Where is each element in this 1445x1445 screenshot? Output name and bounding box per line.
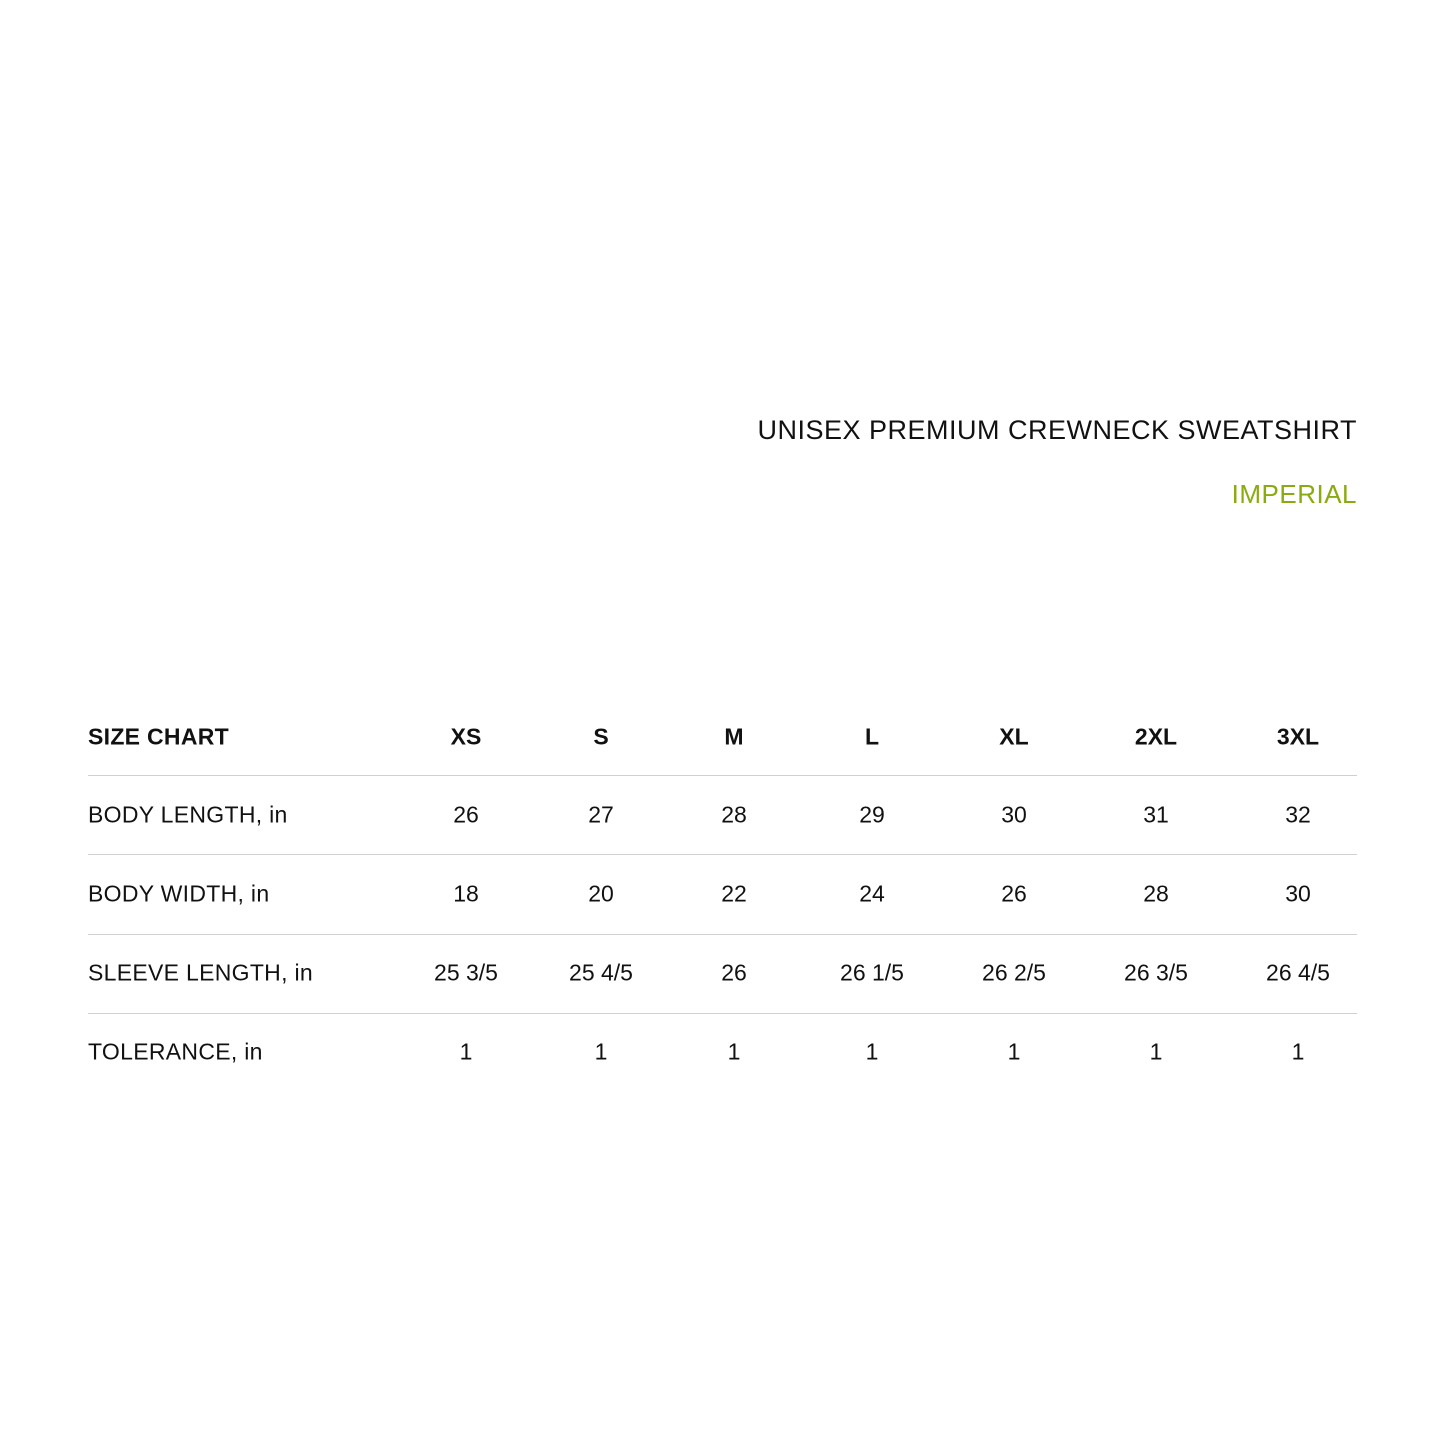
size-header: XS: [450, 723, 482, 750]
table-cell: 25 4/5: [569, 959, 633, 986]
table-cell: 1: [865, 1038, 879, 1065]
table-cell: 26 2/5: [982, 959, 1046, 986]
table-cell: 24: [859, 880, 885, 907]
unit-system-label: IMPERIAL: [1231, 479, 1357, 509]
table-cell: 28: [721, 801, 747, 828]
table-cell: 22: [721, 880, 747, 907]
table-cell: 26 1/5: [840, 959, 904, 986]
table-cell: 26 4/5: [1266, 959, 1330, 986]
table-cell: 1: [1291, 1038, 1305, 1065]
table-cell: 26: [721, 959, 747, 986]
row-divider: [88, 934, 1357, 935]
table-cell: 1: [594, 1038, 608, 1065]
table-cell: 29: [859, 801, 885, 828]
product-title: UNISEX PREMIUM CREWNECK SWEATSHIRT: [757, 415, 1357, 445]
header-label: SIZE CHART: [88, 723, 229, 750]
table-cell: 1: [727, 1038, 741, 1065]
table-cell: 26: [453, 801, 479, 828]
size-header: M: [724, 723, 744, 750]
size-header: S: [593, 723, 609, 750]
size-header: L: [864, 723, 880, 750]
table-cell: 1: [1007, 1038, 1021, 1065]
row-label: TOLERANCE, in: [88, 1038, 263, 1065]
size-header: 2XL: [1134, 723, 1178, 750]
table-cell: 25 3/5: [434, 959, 498, 986]
size-header: XL: [999, 723, 1029, 750]
table-cell: 27: [588, 801, 614, 828]
table-cell: 18: [453, 880, 479, 907]
table-cell: 26 3/5: [1124, 959, 1188, 986]
row-label: BODY WIDTH, in: [88, 880, 270, 907]
table-cell: 28: [1143, 880, 1169, 907]
table-cell: 30: [1001, 801, 1027, 828]
table-cell: 31: [1143, 801, 1169, 828]
row-divider: [88, 1013, 1357, 1014]
row-divider: [88, 775, 1357, 776]
row-label: SLEEVE LENGTH, in: [88, 959, 313, 986]
table-cell: 30: [1285, 880, 1311, 907]
table-cell: 32: [1285, 801, 1311, 828]
table-cell: 1: [459, 1038, 473, 1065]
table-cell: 26: [1001, 880, 1027, 907]
table-cell: 1: [1149, 1038, 1163, 1065]
row-label: BODY LENGTH, in: [88, 801, 288, 828]
size-header: 3XL: [1276, 723, 1320, 750]
row-divider: [88, 854, 1357, 855]
table-cell: 20: [588, 880, 614, 907]
